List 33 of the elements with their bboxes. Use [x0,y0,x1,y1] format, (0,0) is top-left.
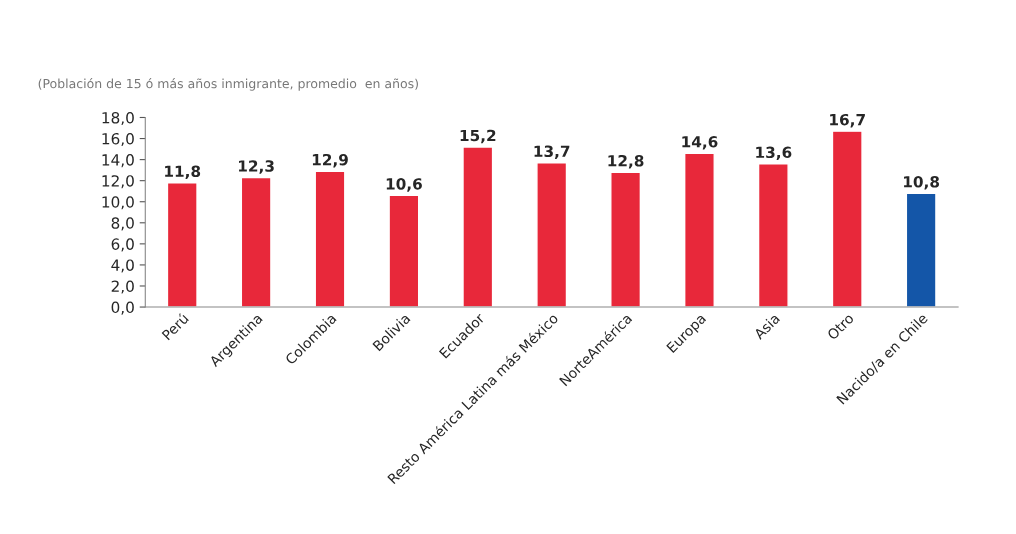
bar [462,146,494,308]
y-tick-label: 14,0 [102,154,134,168]
data-label: 11,8 [165,165,201,179]
data-label: 10,6 [386,178,422,192]
y-tick-label: 0,0 [111,301,134,315]
data-label: 15,2 [460,129,496,144]
y-tick-label: 16,0 [102,133,134,147]
data-label: 13,7 [534,145,570,159]
data-label: 16,7 [830,113,865,128]
bar [610,171,642,308]
y-tick-label: 8,0 [111,217,134,231]
bar [536,162,568,308]
bar [240,176,272,308]
y-tick-label: 2,0 [111,280,134,294]
bar [683,152,715,308]
chart-title: (Población de 15 ó más años inmigrante, promedio en años) [38,78,418,91]
y-tick-label: 6,0 [111,238,134,252]
y-tick-label: 12,0 [102,175,134,189]
bar [831,130,863,308]
y-tick-label: 4,0 [111,259,134,273]
bar [166,182,198,308]
data-label: 14,6 [682,136,718,150]
data-label: 12,9 [312,153,348,168]
data-label: 10,8 [904,176,940,190]
bar [905,192,937,308]
data-label: 12,8 [608,154,644,169]
y-tick-label: 18,0 [102,111,134,126]
data-label: 12,3 [239,160,274,174]
bar [388,194,420,308]
y-tick-label: 10,0 [102,196,134,210]
bar [314,170,346,308]
data-label: 13,6 [756,146,792,161]
bar [757,163,789,308]
